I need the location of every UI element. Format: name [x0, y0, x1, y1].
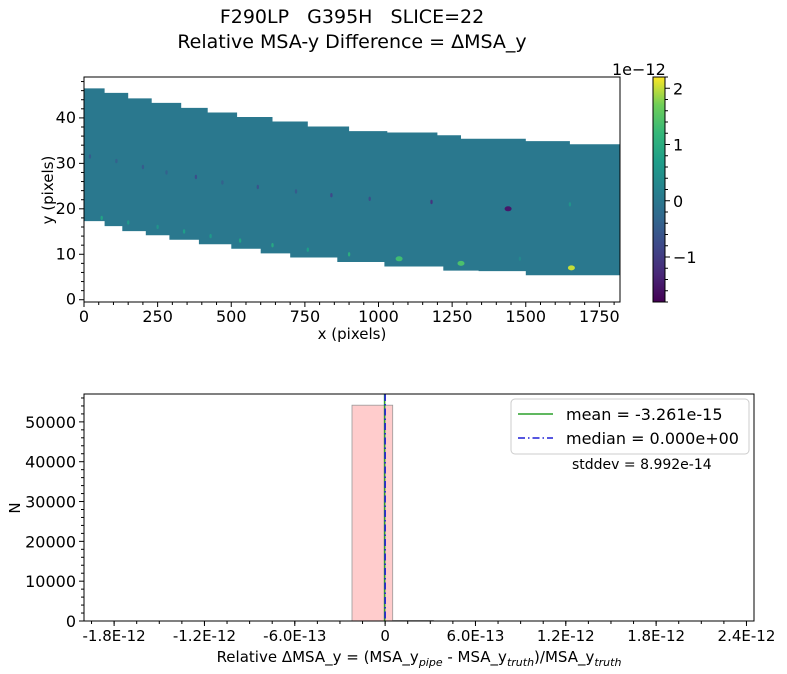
histogram-x-label-sub-truth2: truth	[594, 656, 621, 669]
histogram-x-tick-label: 6.0E-13	[447, 627, 505, 645]
histogram-bar	[352, 405, 393, 621]
colorbar-tick-label: −1	[673, 248, 697, 267]
heatmap-y-tick-label: 20	[56, 199, 76, 218]
histogram-x-ticks: -1.8E-12 -1.2E-12 -6.0E-13 0 6.0E-13 1.2E-12 1…	[82, 621, 775, 645]
histogram-y-tick-label: 40000	[25, 453, 76, 472]
histogram-x-label-main: Relative ΔMSA_y = (MSA_y	[217, 648, 419, 667]
histogram-x-label: Relative ΔMSA_y = (MSA_ypipe - MSA_ytrut…	[217, 648, 622, 669]
heatmap-feature	[156, 225, 158, 229]
histogram-y-tick-label: 10000	[25, 572, 76, 591]
heatmap-feature	[295, 189, 297, 193]
heatmap-feature	[569, 202, 571, 206]
heatmap-x-tick-label: 500	[216, 307, 247, 326]
heatmap-y-label: y (pixels)	[39, 156, 57, 225]
heatmap-feature	[221, 180, 223, 184]
heatmap-feature	[89, 154, 91, 158]
histogram-x-tick-label: 0	[380, 627, 390, 645]
colorbar-tick-label: 0	[673, 192, 683, 211]
histogram-legend: mean = -3.261e-15 median = 0.000e+00	[511, 399, 749, 454]
legend-median-label: median = 0.000e+00	[566, 429, 739, 448]
heatmap-feature	[165, 170, 167, 174]
heatmap-y-tick-label: 10	[56, 244, 76, 263]
heatmap-feature	[430, 200, 432, 204]
histogram-x-tick-label: 1.8E-12	[627, 627, 685, 645]
legend-mean-label: mean = -3.261e-15	[566, 405, 723, 424]
heatmap-x-label: x (pixels)	[318, 325, 387, 343]
heatmap-feature	[101, 216, 103, 220]
histogram-y-tick-label: 50000	[25, 413, 76, 432]
heatmap-x-tick-label: 750	[290, 307, 321, 326]
colorbar-ticks: −1 0 1 2	[665, 77, 697, 302]
histogram-y-tick-label: 20000	[25, 532, 76, 551]
histogram-x-tick-label: -1.8E-12	[82, 627, 145, 645]
colorbar-gradient	[653, 77, 665, 302]
heatmap-feature	[568, 265, 575, 270]
heatmap-feature	[115, 159, 117, 163]
colorbar-offset-text: 1e−12	[612, 60, 666, 79]
heatmap-feature	[209, 234, 211, 238]
histogram-x-tick-label: -1.2E-12	[173, 627, 236, 645]
heatmap-y-ticks: 0 10 20 30 40	[56, 82, 84, 309]
histogram-x-tick-label: -6.0E-13	[263, 627, 326, 645]
heatmap-feature	[142, 165, 144, 169]
histogram-panel: -1.8E-12 -1.2E-12 -6.0E-13 0 6.0E-13 1.2E-12 1…	[6, 394, 775, 669]
heatmap-y-tick-label: 0	[66, 290, 76, 309]
stddev-text: stddev = 8.992e-14	[572, 457, 712, 473]
heatmap-feature	[330, 193, 332, 197]
figure-title-line1: F290LP G395H SLICE=22	[220, 6, 484, 28]
heatmap-feature	[396, 256, 403, 261]
histogram-x-label-end: )/MSA_y	[534, 648, 594, 667]
heatmap-feature	[257, 185, 259, 189]
histogram-x-label-mid: - MSA_y	[443, 648, 507, 667]
histogram-y-ticks: 0 10000 20000 30000 40000 50000	[25, 398, 84, 631]
heatmap-x-tick-label: 1750	[579, 307, 620, 326]
heatmap-y-tick-label: 30	[56, 153, 76, 172]
heatmap-feature	[458, 261, 465, 266]
histogram-x-tick-label: 1.2E-12	[537, 627, 595, 645]
heatmap-x-tick-label: 1250	[432, 307, 473, 326]
heatmap-panel: 0 250 500 750 1000 1250 1500 1750 0 10 20 30 40 x (…	[39, 77, 620, 343]
heatmap-feature	[127, 220, 129, 224]
heatmap-x-tick-label: 1500	[505, 307, 546, 326]
colorbar: −1 0 1 2 1e−12	[612, 60, 697, 302]
heatmap-feature	[195, 175, 197, 179]
histogram-y-label: N	[6, 502, 24, 513]
histogram-y-tick-label: 0	[66, 612, 76, 631]
heatmap-feature	[183, 229, 185, 233]
heatmap-y-tick-label: 40	[56, 108, 76, 127]
heatmap-x-tick-label: 0	[79, 307, 89, 326]
figure-title-line2: Relative MSA-y Difference = ΔMSA_y	[177, 31, 526, 53]
histogram-x-label-sub-truth1: truth	[507, 656, 534, 669]
heatmap-feature	[271, 243, 273, 247]
heatmap-x-ticks: 0 250 500 750 1000 1250 1500 1750	[79, 302, 620, 326]
heatmap-x-tick-label: 250	[142, 307, 173, 326]
heatmap-feature	[369, 197, 371, 201]
colorbar-tick-label: 2	[673, 79, 683, 98]
heatmap-feature	[307, 248, 309, 252]
heatmap-feature	[519, 257, 521, 261]
heatmap-x-tick-label: 1000	[358, 307, 399, 326]
heatmap-feature	[505, 206, 512, 211]
heatmap-feature	[348, 252, 350, 256]
colorbar-tick-label: 1	[673, 136, 683, 155]
histogram-x-tick-label: 2.4E-12	[718, 627, 776, 645]
histogram-x-label-sub-pipe: pipe	[418, 656, 443, 669]
histogram-y-tick-label: 30000	[25, 493, 76, 512]
heatmap-feature	[239, 238, 241, 242]
